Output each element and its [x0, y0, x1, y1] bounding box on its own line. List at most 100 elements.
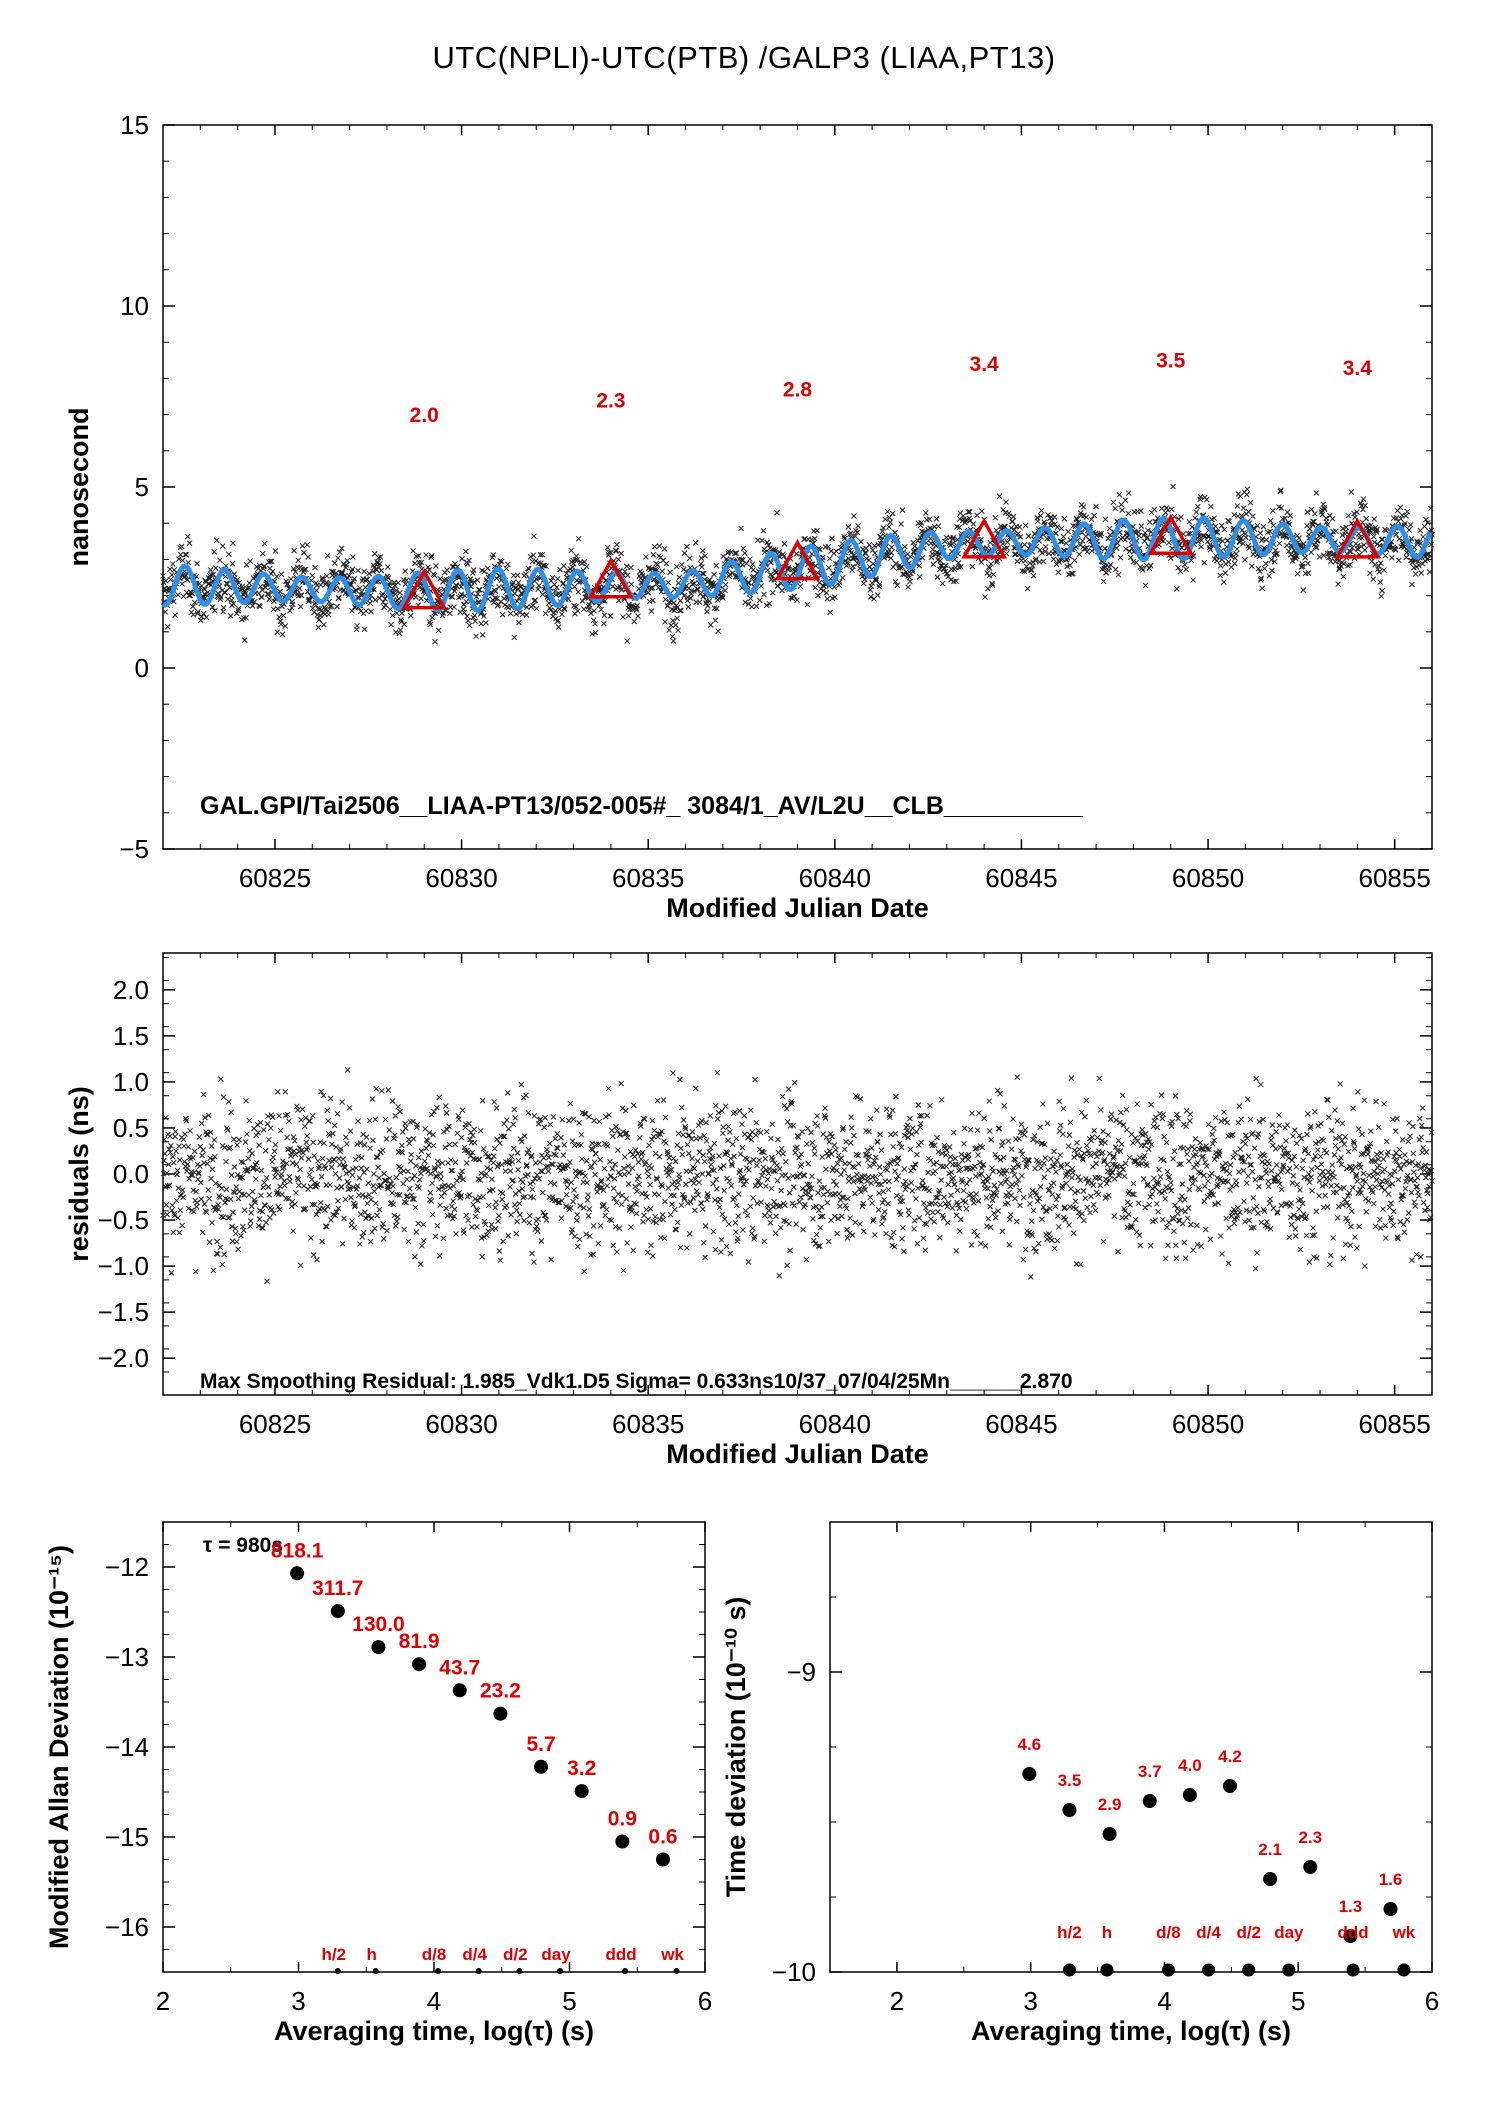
data-point: [555, 624, 562, 630]
data-point: [190, 1208, 197, 1215]
data-point: [823, 1134, 830, 1141]
data-point: [578, 1131, 585, 1138]
data-point: [1168, 506, 1175, 513]
data-point: [190, 611, 197, 618]
data-point: [326, 599, 332, 605]
data-point: [307, 1183, 314, 1190]
data-point: [951, 1181, 958, 1188]
data-point: [1363, 515, 1370, 522]
data-point: [426, 567, 433, 573]
data-point: [832, 1147, 839, 1153]
data-point: [1116, 491, 1123, 498]
data-point: [639, 1149, 646, 1156]
data-point: [219, 543, 226, 549]
data-point: [377, 554, 384, 560]
data-point: [921, 1200, 927, 1206]
data-point: [274, 605, 281, 612]
data-point: [1260, 523, 1267, 530]
data-point: [1244, 486, 1251, 492]
data-point: [340, 1156, 346, 1163]
data-point: [848, 1114, 855, 1121]
data-point: [540, 1154, 547, 1161]
data-point: [624, 572, 631, 579]
data-point: [986, 565, 993, 571]
data-point: [949, 1205, 956, 1211]
data-point: [772, 1230, 779, 1237]
data-point: [230, 1209, 236, 1216]
data-point: [735, 1213, 742, 1220]
data-point: [884, 1166, 890, 1173]
data-point: [278, 621, 284, 628]
data-point: [615, 597, 622, 604]
data-point: [499, 1190, 506, 1197]
data-point: [1396, 536, 1403, 542]
data-point: [532, 1160, 539, 1166]
data-point: [757, 1129, 764, 1136]
data-point: [412, 1204, 419, 1211]
data-point: [699, 1206, 706, 1212]
data-point: [327, 1095, 334, 1102]
data-point: [905, 1207, 912, 1214]
data-point: [287, 1178, 293, 1185]
data-point: [633, 1201, 639, 1208]
data-point: [783, 1105, 790, 1112]
data-point: [1013, 1218, 1020, 1225]
data-point: [412, 1253, 418, 1260]
data-point: [975, 1152, 981, 1158]
y-tick-label: −0.5: [98, 1205, 149, 1235]
data-point: [1051, 1245, 1058, 1252]
data-point: [447, 610, 453, 617]
data-point: [261, 540, 268, 547]
data-point: [670, 1070, 676, 1076]
data-point: [595, 1240, 602, 1247]
data-point: [788, 594, 794, 601]
data-point: [957, 564, 964, 570]
data-point: [848, 550, 855, 556]
data-point: [347, 1128, 354, 1134]
data-point: [415, 1220, 422, 1227]
data-point: [1067, 1119, 1074, 1126]
data-point: [587, 610, 594, 617]
data-point: [483, 1170, 490, 1177]
data-point: [681, 550, 688, 556]
data-point: [887, 1131, 894, 1138]
data-point: [290, 566, 297, 572]
data-point: [546, 1140, 553, 1147]
data-point: [1335, 581, 1342, 587]
data-point: [722, 587, 729, 594]
data-point: [492, 1225, 499, 1232]
data-point: [961, 1125, 968, 1132]
data-point: [1055, 569, 1062, 576]
data-point: [598, 606, 604, 613]
data-point: [233, 1238, 240, 1245]
y-tick-label: 5: [135, 472, 149, 502]
data-point: [482, 619, 489, 626]
data-point: [979, 1144, 986, 1151]
data-point: [177, 1207, 184, 1214]
data-point: [907, 553, 914, 560]
data-point: [1409, 581, 1415, 588]
data-point: [393, 1174, 400, 1181]
data-point: [552, 588, 558, 595]
data-point: [1287, 512, 1294, 519]
data-point: [844, 1226, 850, 1233]
data-point: [208, 1143, 215, 1149]
data-point: [803, 1141, 810, 1147]
data-point: [679, 1151, 686, 1158]
data-point: [705, 602, 711, 609]
data-point: [1061, 515, 1068, 522]
data-point: [1222, 570, 1229, 576]
data-point: [231, 1136, 237, 1143]
data-point: [1030, 572, 1037, 579]
data-point: [263, 1219, 269, 1226]
data-point: [886, 514, 893, 521]
data-point: [659, 1183, 666, 1189]
data-point: [988, 1136, 994, 1143]
data-point: [498, 558, 505, 565]
data-point: [1340, 573, 1347, 580]
data-point: [680, 1131, 687, 1138]
data-point: [984, 585, 991, 592]
data-point: [873, 577, 880, 584]
data-point: [306, 1171, 313, 1178]
